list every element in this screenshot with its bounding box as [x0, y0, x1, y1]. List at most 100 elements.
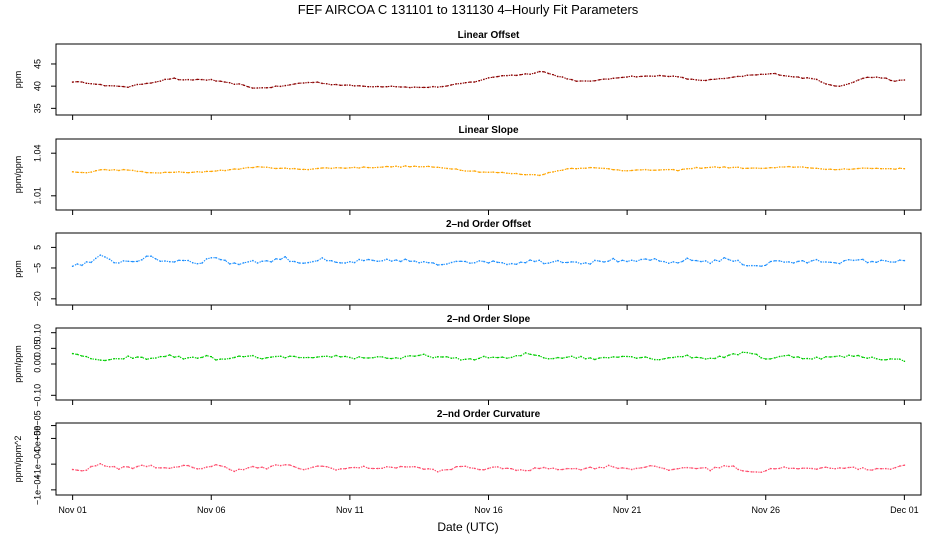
data-point	[677, 468, 679, 470]
data-point	[215, 359, 217, 361]
data-point	[413, 165, 416, 167]
data-point	[691, 78, 693, 80]
data-point	[136, 170, 138, 173]
data-point	[529, 469, 531, 472]
data-point	[450, 468, 453, 471]
data-point	[298, 262, 300, 264]
data-point	[464, 465, 467, 467]
data-point	[640, 356, 642, 359]
data-point	[275, 258, 277, 260]
data-point	[122, 85, 125, 88]
data-point	[427, 262, 430, 264]
data-point	[774, 260, 776, 262]
data-point	[737, 166, 739, 168]
data-point	[552, 74, 554, 76]
data-point	[524, 174, 527, 176]
data-point	[418, 166, 420, 168]
data-point	[386, 258, 388, 260]
data-point	[372, 467, 374, 470]
data-point	[783, 355, 785, 357]
data-point	[751, 167, 753, 169]
data-point	[238, 468, 240, 470]
data-point	[714, 466, 716, 469]
data-point	[589, 166, 591, 169]
data-point	[321, 257, 323, 259]
data-point	[252, 166, 254, 169]
data-point	[515, 469, 517, 472]
data-point	[122, 466, 125, 468]
data-point	[755, 74, 758, 76]
data-point	[173, 77, 175, 79]
data-point	[303, 468, 305, 471]
data-point	[607, 464, 610, 467]
data-point	[723, 356, 725, 359]
data-point	[372, 357, 374, 359]
data-point	[289, 464, 291, 466]
data-point	[663, 75, 665, 77]
data-point	[741, 263, 744, 266]
panel-frame	[55, 138, 922, 211]
data-point	[811, 358, 813, 360]
data-point	[141, 464, 143, 466]
data-point	[303, 356, 305, 359]
data-point	[113, 465, 115, 468]
data-point	[566, 78, 568, 80]
data-point	[437, 471, 439, 473]
data-point	[321, 355, 323, 358]
data-point	[132, 169, 134, 172]
data-point	[210, 356, 212, 358]
data-point	[487, 77, 490, 79]
data-point	[557, 468, 559, 471]
data-point	[875, 467, 878, 470]
panel-title: Linear Slope	[458, 125, 518, 136]
data-point	[552, 357, 554, 360]
data-point	[409, 86, 411, 89]
data-point	[718, 77, 721, 80]
data-point	[885, 260, 887, 262]
data-point	[811, 167, 813, 169]
panel-title: 2–nd Order Curvature	[437, 409, 541, 420]
data-point	[695, 259, 698, 262]
data-point	[76, 469, 78, 471]
data-point	[681, 168, 684, 170]
data-point	[695, 467, 698, 470]
data-point	[751, 264, 753, 267]
data-point	[192, 356, 194, 358]
data-point	[760, 265, 762, 267]
data-point	[349, 261, 351, 263]
data-point	[450, 168, 453, 170]
data-point	[695, 166, 698, 169]
data-point	[164, 78, 166, 81]
data-point	[293, 466, 296, 468]
data-point	[132, 467, 134, 470]
data-point	[353, 166, 356, 169]
data-point	[746, 167, 748, 169]
data-point	[658, 169, 661, 171]
data-point	[164, 260, 166, 262]
data-point	[547, 72, 550, 75]
data-point	[677, 262, 679, 264]
data-point	[455, 260, 457, 263]
data-point	[594, 358, 596, 361]
data-point	[617, 77, 619, 79]
x-tick-label: Nov 21	[613, 505, 642, 515]
data-point	[649, 357, 651, 360]
data-point	[376, 85, 379, 88]
data-point	[640, 75, 642, 78]
data-point	[880, 259, 882, 261]
data-point	[478, 260, 480, 262]
data-point	[76, 353, 78, 356]
series-points	[71, 351, 906, 362]
data-point	[829, 467, 832, 469]
data-point	[506, 357, 508, 359]
data-point	[192, 466, 194, 469]
data-point	[751, 74, 753, 76]
data-point	[852, 81, 855, 83]
data-point	[275, 167, 277, 170]
data-point	[899, 259, 901, 261]
data-point	[575, 467, 577, 470]
data-point	[353, 358, 356, 360]
data-point	[233, 470, 236, 473]
data-point	[238, 355, 240, 357]
data-point	[644, 356, 647, 358]
